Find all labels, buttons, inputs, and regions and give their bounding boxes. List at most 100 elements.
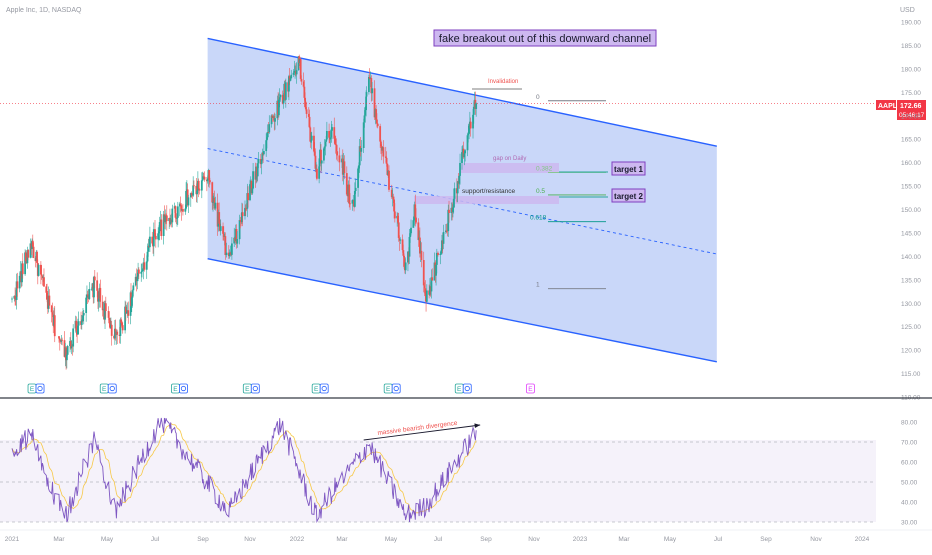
- candle-body-243: [277, 99, 280, 116]
- candle-body-32: [46, 292, 48, 300]
- candle-body-256: [292, 72, 295, 75]
- dividend-icon-1: [109, 385, 115, 392]
- candle-body-409: [458, 175, 461, 184]
- price-tick-8: 150.00: [901, 207, 921, 214]
- candle-body-204: [235, 228, 238, 244]
- x-tick-3: Jul: [151, 536, 160, 543]
- candle-body-105: [127, 310, 130, 316]
- candle-body-205: [236, 239, 239, 244]
- x-tick-8: May: [385, 536, 398, 543]
- candle-body-272: [308, 116, 311, 128]
- time-axis[interactable]: 2021 Mar May Jul Sep Nov 2022 Mar May Jul Sep Nov 20…: [5, 536, 870, 543]
- candle-body-276: [313, 135, 315, 152]
- price-tag: [897, 100, 926, 120]
- candle-body-329: [370, 78, 373, 94]
- candle-body-207: [239, 219, 242, 221]
- candle-body-244: [278, 97, 281, 100]
- candle-body-35: [48, 295, 51, 306]
- target2-box[interactable]: [611, 188, 646, 203]
- earnings-badge-7[interactable]: E: [526, 383, 535, 394]
- candle-body-116: [140, 271, 143, 274]
- candle-body-101: [124, 306, 126, 331]
- candle-body-41: [58, 336, 60, 339]
- candle-body-133: [158, 222, 161, 232]
- candle-body-285: [320, 160, 323, 164]
- candle-body-287: [323, 146, 326, 149]
- earnings-badge-6[interactable]: E: [454, 383, 472, 394]
- candle-body-260: [295, 70, 298, 75]
- earnings-badge-0[interactable]: E: [27, 383, 45, 394]
- candle-body-416: [466, 135, 469, 151]
- candle-body-98: [120, 319, 123, 323]
- candle-body-40: [53, 315, 56, 337]
- candle-body-26: [39, 264, 42, 275]
- candle-body-5: [16, 281, 19, 289]
- candle-body-161: [189, 193, 192, 198]
- price-axis[interactable]: 190.00 185.00 180.00 175.00 170.00 165.00 160.…: [901, 20, 921, 402]
- candle-body-182: [212, 202, 214, 203]
- candle-body-70: [88, 288, 91, 299]
- candle-body-352: [397, 215, 399, 223]
- candle-body-334: [376, 119, 378, 124]
- candle-body-156: [184, 208, 187, 212]
- candle-body-115: [137, 269, 140, 274]
- candle-body-405: [453, 188, 456, 199]
- channel-lower-line[interactable]: [207, 258, 717, 363]
- candle-body-371: [417, 222, 420, 240]
- candle-body-274: [310, 140, 312, 142]
- candle-body-164: [192, 185, 195, 196]
- fib-label-1: 0.382: [536, 165, 553, 172]
- candle-body-97: [119, 319, 122, 336]
- earnings-badge-3[interactable]: E: [242, 383, 260, 394]
- earnings-badge-1[interactable]: E: [99, 383, 117, 394]
- title-annotation-box[interactable]: [433, 29, 657, 47]
- divergence-line[interactable]: [363, 424, 481, 441]
- earnings-badge-5[interactable]: E: [383, 383, 401, 394]
- candle-body-135: [160, 219, 163, 237]
- candle-body-411: [461, 152, 463, 163]
- candle-body-67: [86, 294, 88, 298]
- candle-body-268: [304, 97, 307, 108]
- candle-body-331: [373, 88, 376, 118]
- gap-zone[interactable]: [460, 163, 559, 173]
- dividend-badge-box-5: [391, 383, 401, 394]
- candle-body-317: [357, 165, 360, 169]
- candle-body-136: [162, 214, 165, 237]
- candle-body-191: [222, 226, 224, 234]
- candle-body-407: [456, 181, 459, 194]
- target1-box[interactable]: [611, 161, 646, 176]
- earnings-badge-2[interactable]: E: [171, 383, 188, 394]
- candle-body-377: [423, 285, 426, 289]
- candle-body-370: [415, 217, 417, 223]
- candle-body-301: [338, 155, 341, 163]
- candle-body-120: [143, 262, 146, 270]
- candle-body-121: [145, 261, 148, 270]
- candle-body-117: [141, 270, 143, 272]
- candle-body-305: [343, 161, 346, 174]
- candle-body-6: [18, 275, 21, 289]
- earnings-badge-4[interactable]: E: [311, 383, 329, 394]
- candle-body-42: [58, 338, 61, 341]
- candle-body-225: [257, 158, 260, 164]
- dividend-badge-box-4: [319, 383, 329, 394]
- candle-body-360: [404, 262, 407, 271]
- candle-body-233: [266, 132, 269, 138]
- candle-body-318: [358, 146, 361, 166]
- candle-body-28: [41, 275, 44, 279]
- rsi-axis[interactable]: 80.00 70.00 60.00 50.00 40.00 30.00: [901, 420, 918, 527]
- candle-body-88: [109, 320, 112, 329]
- support-resistance-zone[interactable]: [414, 196, 559, 204]
- price-tag-countdown: 05:46:17: [899, 112, 925, 119]
- candle-body-284: [320, 149, 322, 164]
- rsi-tick-1: 70.00: [901, 440, 918, 447]
- channel-upper-line[interactable]: [207, 37, 717, 147]
- candle-body-337: [380, 141, 382, 147]
- candle-body-355: [399, 239, 402, 241]
- candle-body-109: [131, 290, 134, 298]
- candle-body-37: [51, 312, 54, 315]
- candle-body-385: [431, 277, 434, 281]
- rsi-levels: [0, 441, 876, 523]
- x-tick-2: May: [101, 536, 114, 543]
- candle-body-300: [336, 151, 339, 156]
